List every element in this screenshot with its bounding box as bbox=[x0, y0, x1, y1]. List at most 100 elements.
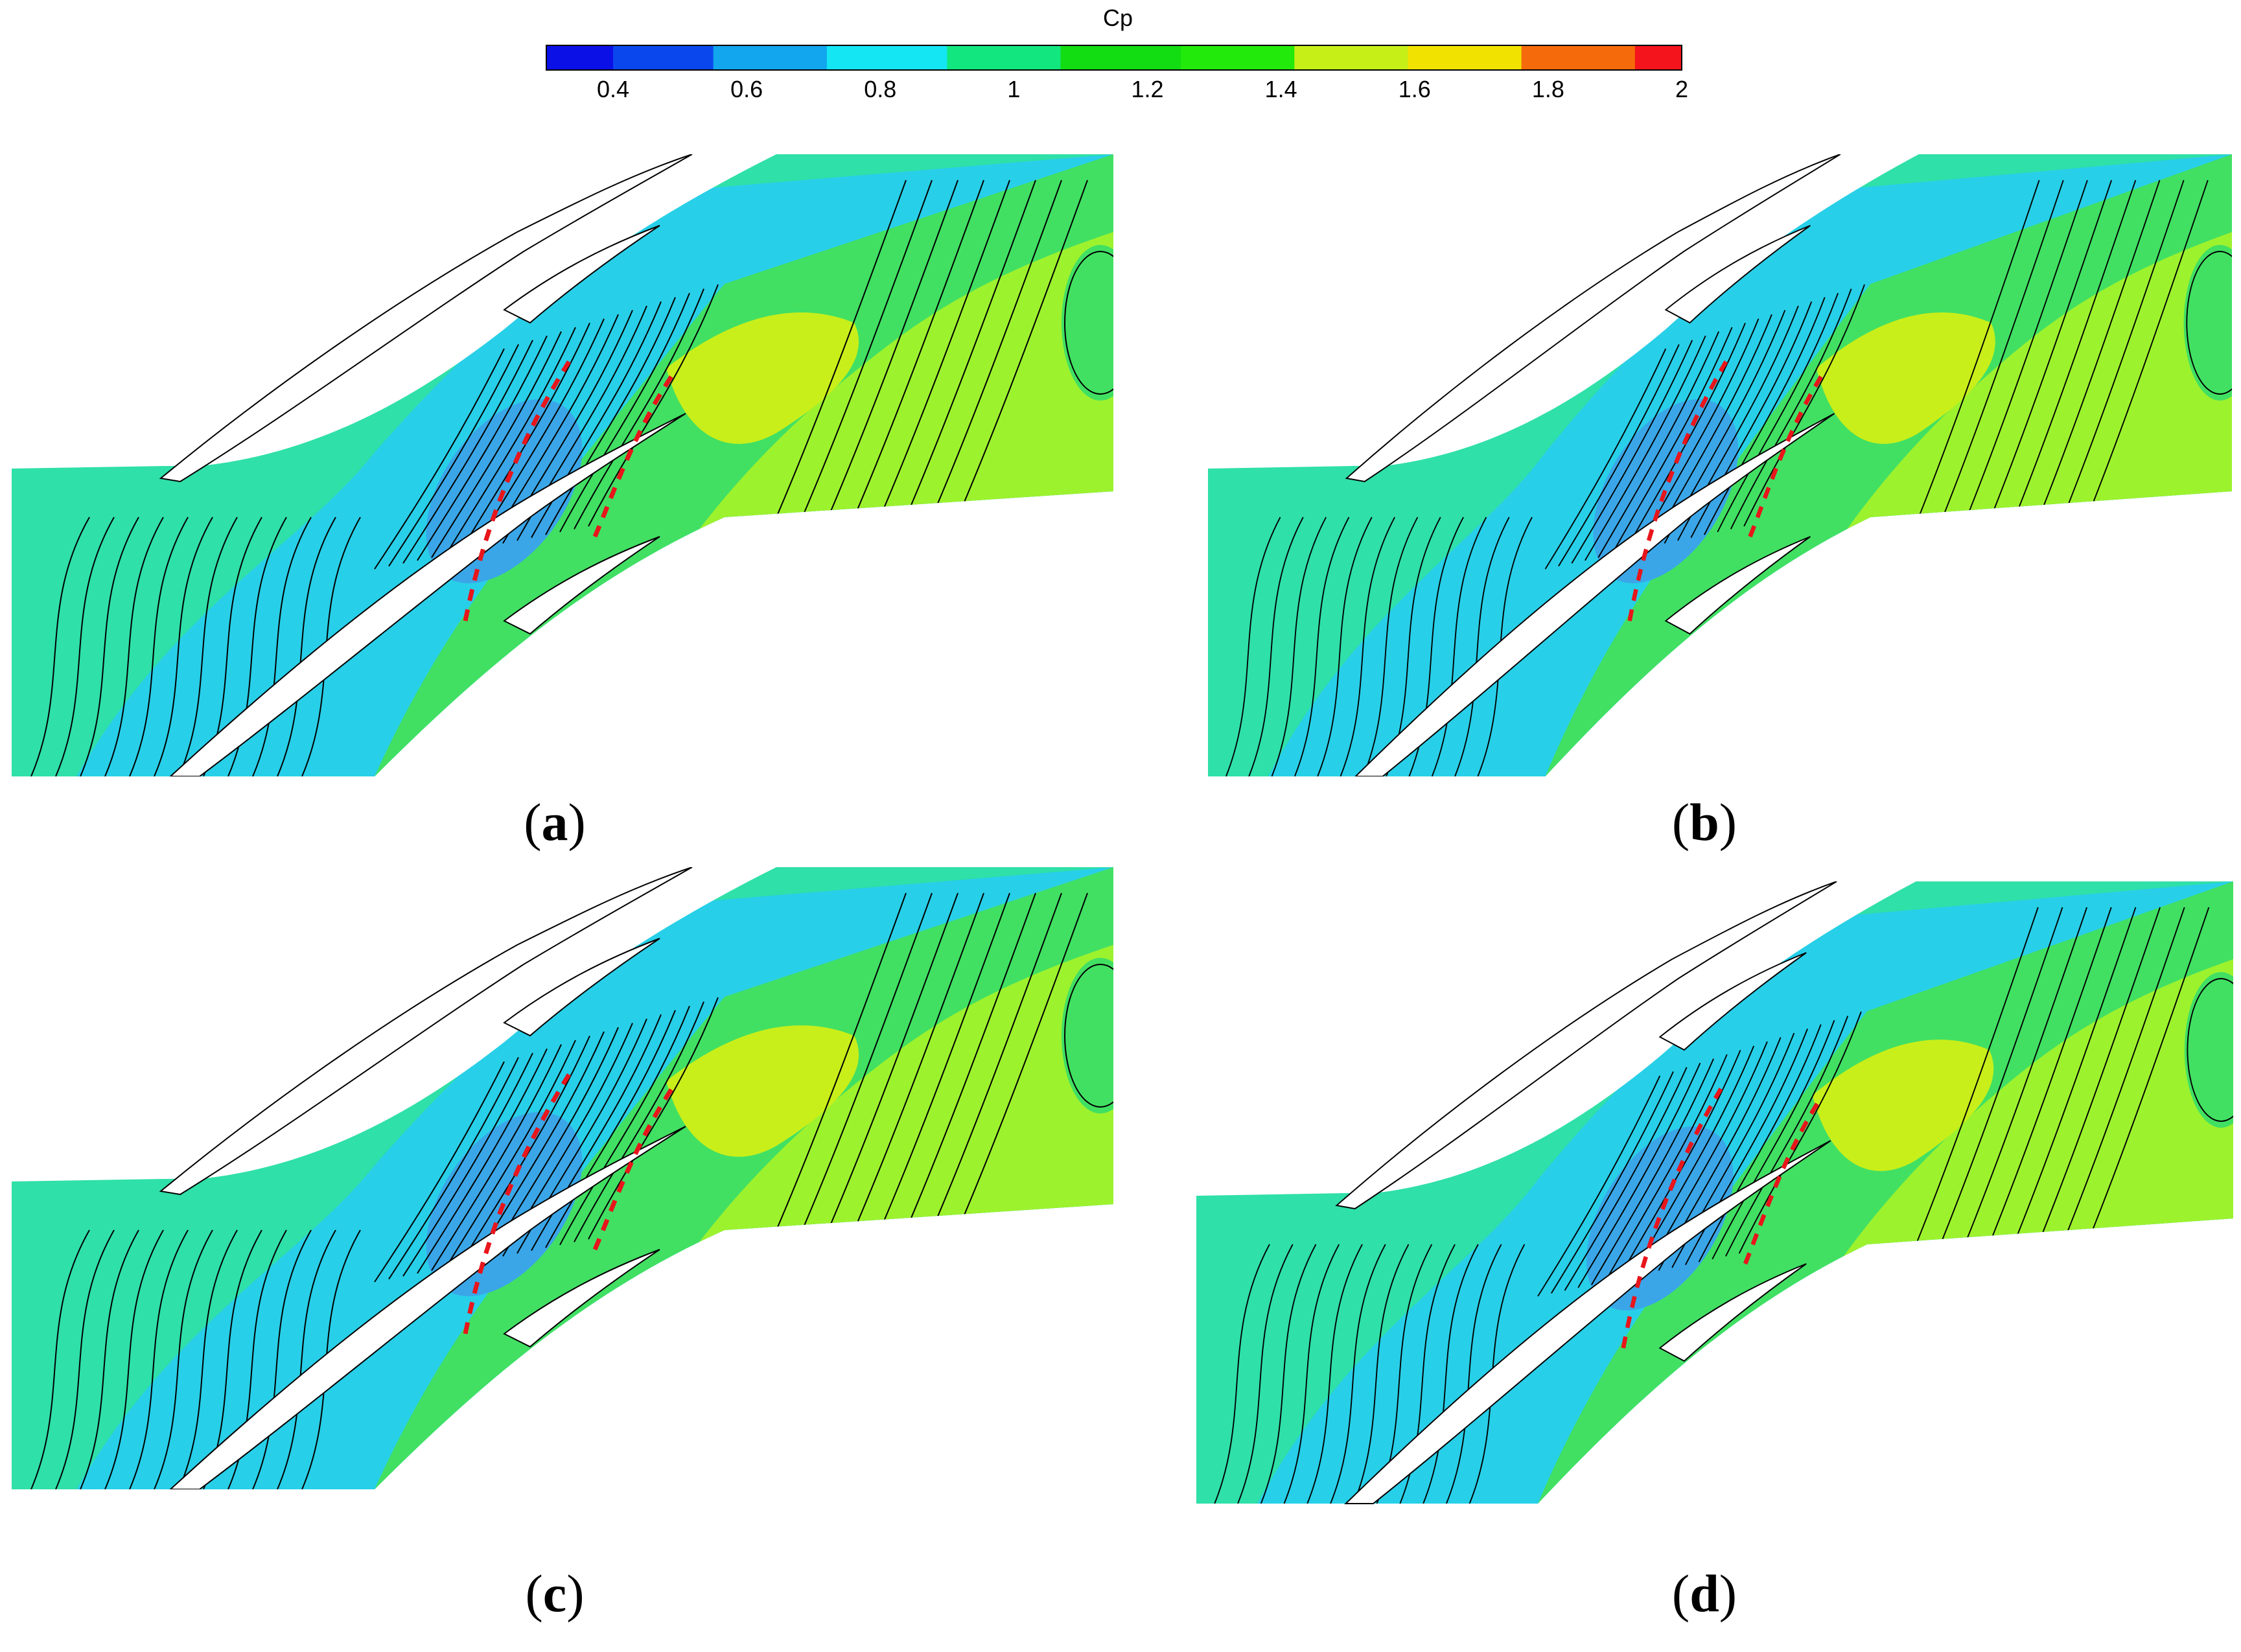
contour-line bbox=[853, 892, 984, 1231]
contour-line bbox=[1225, 517, 1281, 776]
marker-line-2 bbox=[1743, 1100, 1820, 1265]
marker-lines bbox=[1627, 360, 1824, 622]
contour-line bbox=[1362, 517, 1419, 776]
region-high bbox=[666, 1025, 859, 1157]
contour-line bbox=[178, 517, 238, 776]
contour-line bbox=[178, 1229, 238, 1489]
contour-line bbox=[55, 1229, 115, 1489]
contour-line bbox=[1317, 517, 1373, 776]
contour-line bbox=[1597, 331, 1719, 558]
contour-line bbox=[1990, 180, 2112, 518]
colorbar-tick-label: 1.8 bbox=[1532, 76, 1564, 102]
contour-line bbox=[1591, 1058, 1714, 1285]
colorbar-tick-label: 1.6 bbox=[1399, 76, 1431, 102]
colorbar-tick-label: 0.4 bbox=[597, 76, 629, 102]
marker-line-1 bbox=[463, 1073, 571, 1334]
contour-line bbox=[1698, 1024, 1822, 1262]
splitter-blade-1 bbox=[1658, 952, 1807, 1051]
contour-line bbox=[1271, 517, 1327, 776]
colorbar-band-0 bbox=[546, 45, 614, 70]
contour-line bbox=[1550, 1071, 1674, 1294]
contour-line bbox=[1964, 907, 2088, 1245]
region-outlet-core bbox=[1062, 958, 1113, 1113]
contour-line bbox=[574, 288, 704, 529]
contour-line bbox=[252, 1229, 312, 1489]
contour-line bbox=[1738, 1011, 1862, 1254]
contour-plot-a bbox=[12, 154, 1113, 776]
caption-b: (b) bbox=[1671, 793, 1737, 852]
colorbar-band-5 bbox=[1060, 45, 1181, 70]
contour-line bbox=[2086, 907, 2210, 1245]
contour-line bbox=[1604, 1054, 1728, 1283]
contour-line bbox=[1306, 1244, 1363, 1504]
marker-line-2 bbox=[592, 1086, 675, 1251]
contour-line bbox=[1717, 292, 1839, 533]
contour-line bbox=[1988, 907, 2112, 1245]
splitter-blade-2 bbox=[1664, 536, 1811, 635]
contour-line bbox=[129, 517, 189, 776]
contour-line bbox=[374, 1061, 505, 1283]
caption-a: (a) bbox=[524, 793, 586, 852]
contour-line bbox=[1940, 907, 2063, 1245]
contour-plot-b bbox=[1208, 154, 2232, 776]
contour-line bbox=[1283, 1244, 1340, 1504]
blades bbox=[159, 154, 693, 776]
contour-line bbox=[1422, 1244, 1479, 1504]
contour-line bbox=[55, 517, 115, 776]
colorbar-band-1 bbox=[613, 45, 714, 70]
contour-plot-d bbox=[1196, 881, 2233, 1504]
contour-line bbox=[1248, 517, 1304, 776]
colorbar-band-10 bbox=[1634, 45, 1682, 70]
contour-line bbox=[1577, 1062, 1701, 1288]
contour-plot-c bbox=[12, 867, 1113, 1489]
contour-line bbox=[1610, 327, 1733, 555]
contour-line bbox=[1558, 343, 1680, 567]
contour-line bbox=[1618, 1049, 1741, 1280]
contour-line bbox=[2014, 180, 2137, 518]
caption-c: (c) bbox=[525, 1564, 585, 1623]
contour-line bbox=[431, 331, 562, 558]
contour-line bbox=[1537, 1075, 1661, 1297]
panel-b bbox=[1208, 154, 2232, 776]
contour-line bbox=[1918, 180, 2040, 518]
colorbar-tick-label: 0.6 bbox=[730, 76, 763, 102]
blade-2 bbox=[169, 413, 686, 776]
marker-line-2 bbox=[1748, 373, 1824, 538]
contour-line bbox=[545, 297, 676, 535]
marker-line-1 bbox=[463, 360, 571, 622]
contour-line bbox=[2186, 251, 2232, 395]
contour-line bbox=[931, 180, 1062, 518]
contour-line bbox=[905, 180, 1036, 518]
contour-line bbox=[402, 340, 533, 564]
contour-line bbox=[1915, 907, 2039, 1245]
panel-c bbox=[12, 867, 1113, 1489]
marker-line-1 bbox=[1627, 360, 1728, 622]
contour-line bbox=[1571, 340, 1693, 564]
contour-line bbox=[1544, 348, 1667, 570]
contour-line bbox=[459, 322, 590, 553]
contour-line bbox=[1431, 517, 1487, 776]
panel-d bbox=[1196, 881, 2233, 1549]
contour-line bbox=[1712, 1019, 1835, 1260]
contour-line bbox=[905, 892, 1036, 1231]
region-outlet-core bbox=[2184, 972, 2233, 1128]
colorbar-bands bbox=[546, 45, 1682, 70]
contour-line bbox=[277, 517, 336, 776]
contour-line bbox=[417, 335, 548, 561]
caption-d: (d) bbox=[1671, 1564, 1737, 1623]
contour-line bbox=[1446, 1244, 1502, 1504]
contour-line bbox=[1214, 1244, 1270, 1504]
contour-line bbox=[879, 180, 1010, 518]
contour-line bbox=[1294, 517, 1350, 776]
colorbar-band-7 bbox=[1294, 45, 1408, 70]
region-outlet-core bbox=[2183, 245, 2232, 401]
colorbar-tick-label: 1 bbox=[1007, 76, 1020, 102]
contour-line bbox=[2013, 907, 2137, 1245]
colorbar-ticks: 0.4 0.6 0.8 1 1.2 1.4 1.6 1.8 2 bbox=[597, 76, 1688, 102]
contour-line bbox=[1260, 1244, 1317, 1504]
contour-line bbox=[402, 1053, 533, 1277]
contour-line bbox=[879, 892, 1010, 1231]
contour-line bbox=[776, 892, 907, 1231]
contour-line bbox=[776, 180, 907, 518]
contour-line bbox=[559, 292, 690, 533]
